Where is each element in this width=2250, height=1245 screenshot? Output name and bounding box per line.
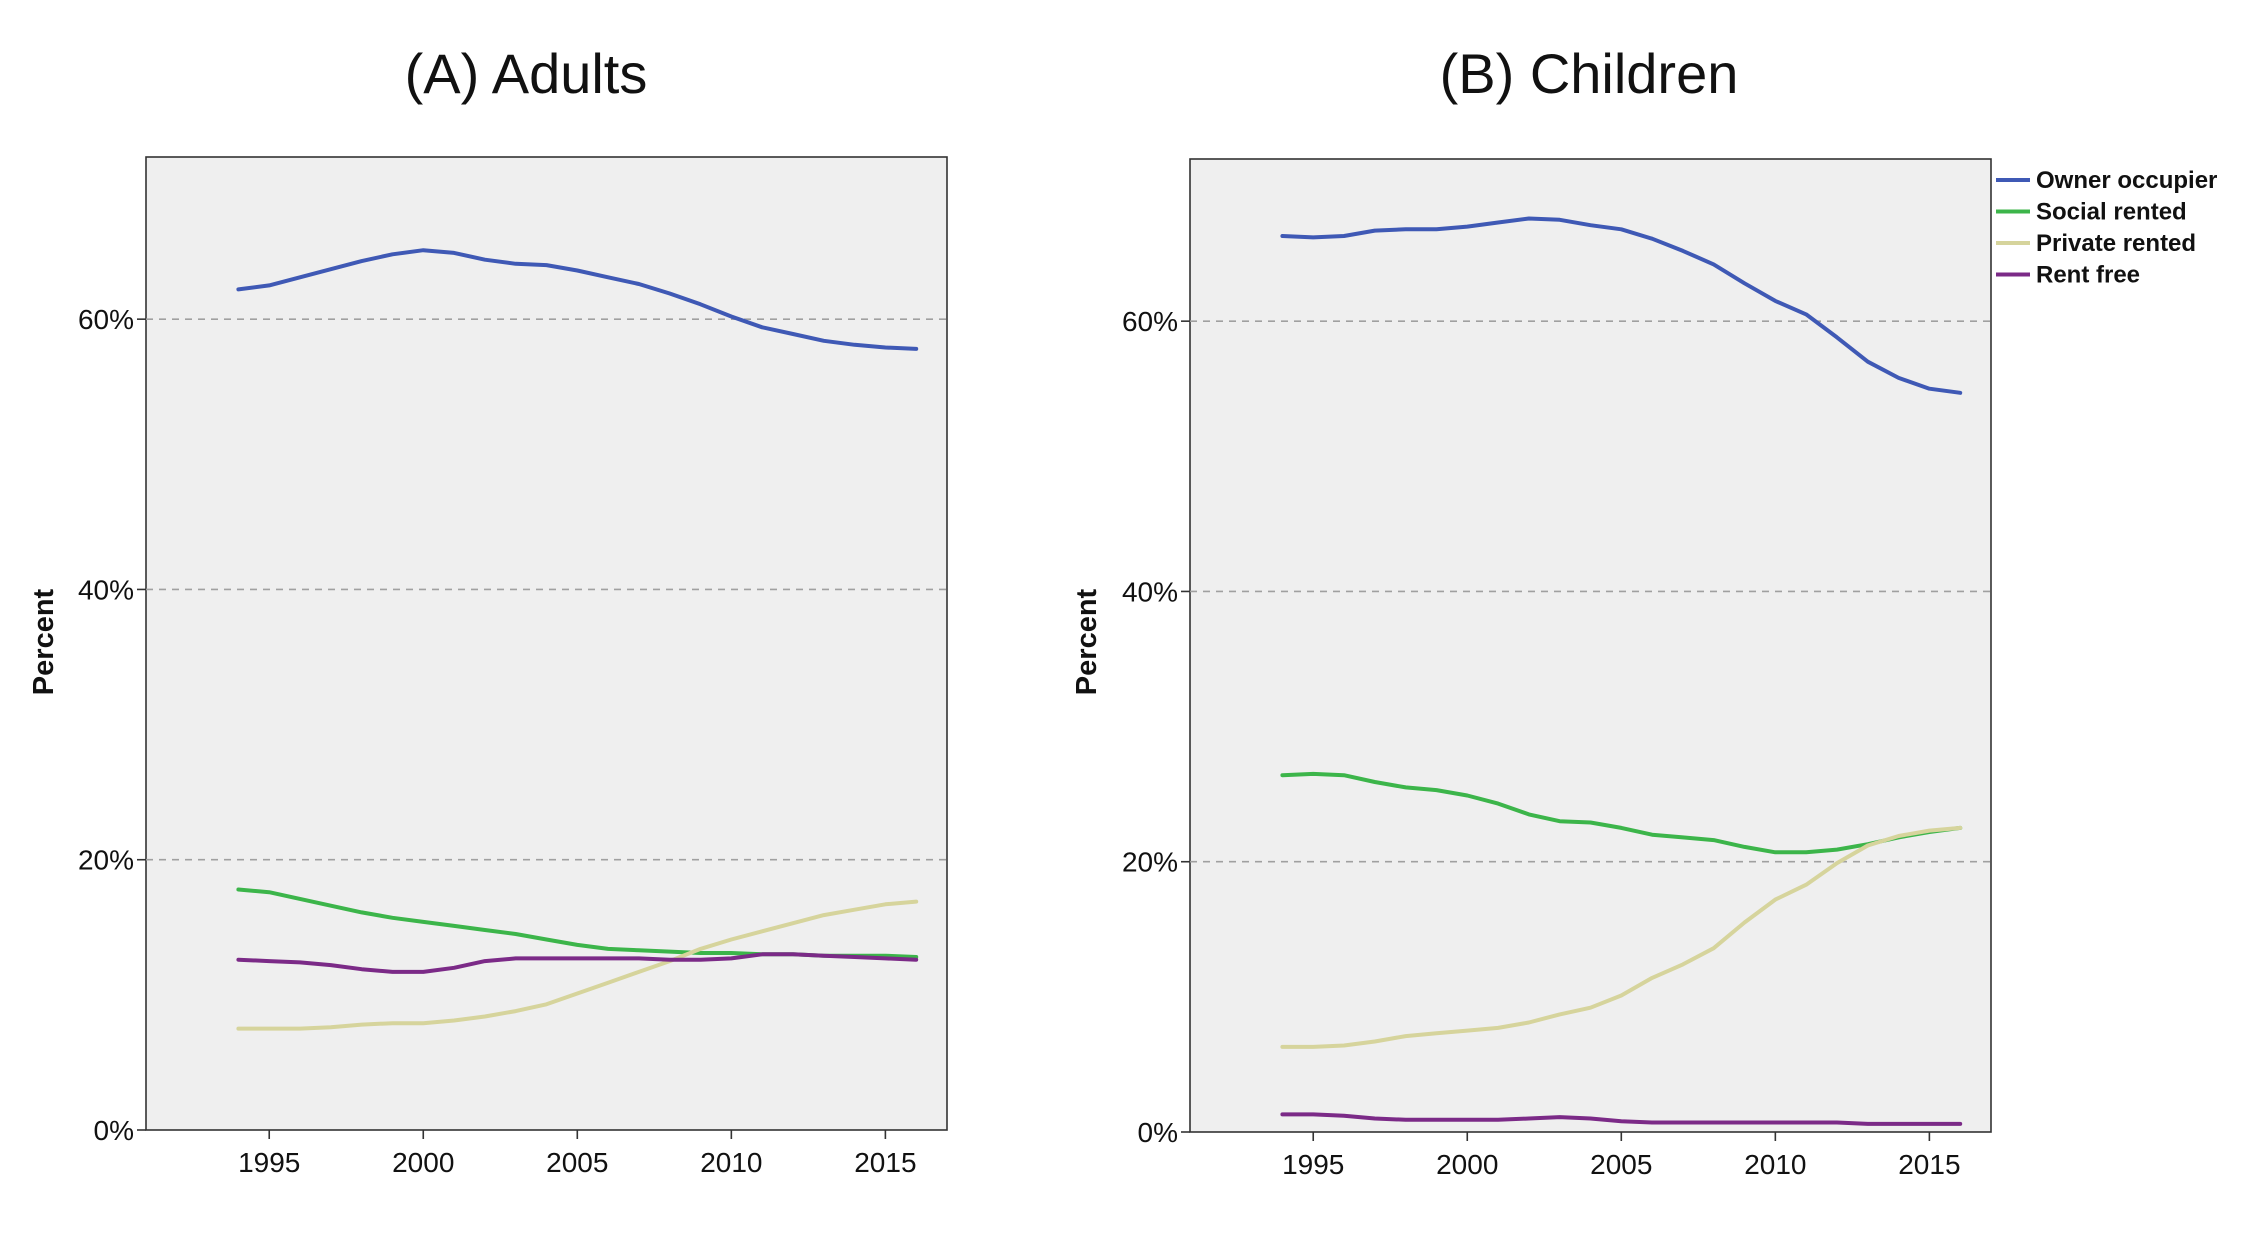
legend-label: Owner occupier — [2036, 167, 2217, 194]
y-tick-label: 60% — [1122, 306, 1178, 337]
panel-adults: 0% 20% 40% 60% 1995 2000 2005 2010 2015 (A) Adul… — [28, 42, 948, 1178]
panel-title: (A) Adults — [405, 42, 648, 105]
legend-label: Rent free — [2036, 262, 2140, 289]
legend-label: Private rented — [2036, 230, 2196, 257]
legend-item-owner-occupier: Owner occupier — [1996, 167, 2217, 194]
y-tick-label: 20% — [1122, 847, 1178, 878]
x-tick-label: 2010 — [1744, 1149, 1806, 1180]
x-tick-label: 2015 — [854, 1147, 916, 1178]
x-tick-label: 2005 — [1590, 1149, 1652, 1180]
x-tick-label: 2000 — [1436, 1149, 1498, 1180]
legend-label: Social rented — [2036, 199, 2187, 226]
plot-area: 0% 20% 40% 60% 1995 2000 2005 2010 2015 — [1122, 158, 1992, 1180]
series-line-owner-occupier — [1280, 216, 1963, 395]
plot-background — [1189, 158, 1992, 1133]
x-tick-label: 2015 — [1898, 1149, 1960, 1180]
plot-background — [145, 156, 948, 1131]
series-line-private-rented — [236, 899, 919, 1031]
panel-children: 0% 20% 40% 60% 1995 2000 2005 2010 2015 (B) Chil… — [1071, 42, 1992, 1180]
series-line-rent-free — [236, 952, 919, 974]
x-tick-label: 2000 — [392, 1147, 454, 1178]
y-tick-label: 40% — [78, 574, 134, 605]
legend-item-social-rented: Social rented — [1996, 199, 2187, 226]
y-axis-label: Percent — [1071, 588, 1103, 695]
plot-area: 0% 20% 40% 60% 1995 2000 2005 2010 2015 — [78, 156, 948, 1178]
x-tick-label: 2010 — [700, 1147, 762, 1178]
series-line-owner-occupier — [236, 248, 919, 351]
series-line-private-rented — [1280, 825, 1963, 1049]
legend-item-rent-free: Rent free — [1996, 262, 2140, 289]
x-tick-label: 2005 — [546, 1147, 608, 1178]
y-tick-label: 0% — [94, 1115, 134, 1146]
x-tick-label: 1995 — [1282, 1149, 1344, 1180]
legend: Owner occupier Social rented Private rente… — [1996, 167, 2217, 289]
panel-title: (B) Children — [1440, 42, 1739, 105]
x-tick-label: 1995 — [238, 1147, 300, 1178]
y-tick-label: 20% — [78, 845, 134, 876]
y-axis-label: Percent — [28, 588, 60, 695]
legend-item-private-rented: Private rented — [1996, 230, 2196, 257]
y-tick-label: 60% — [78, 304, 134, 335]
series-line-social-rented — [1280, 771, 1963, 855]
y-tick-label: 40% — [1122, 576, 1178, 607]
series-line-rent-free — [1280, 1112, 1963, 1126]
y-tick-label: 0% — [1138, 1117, 1178, 1148]
